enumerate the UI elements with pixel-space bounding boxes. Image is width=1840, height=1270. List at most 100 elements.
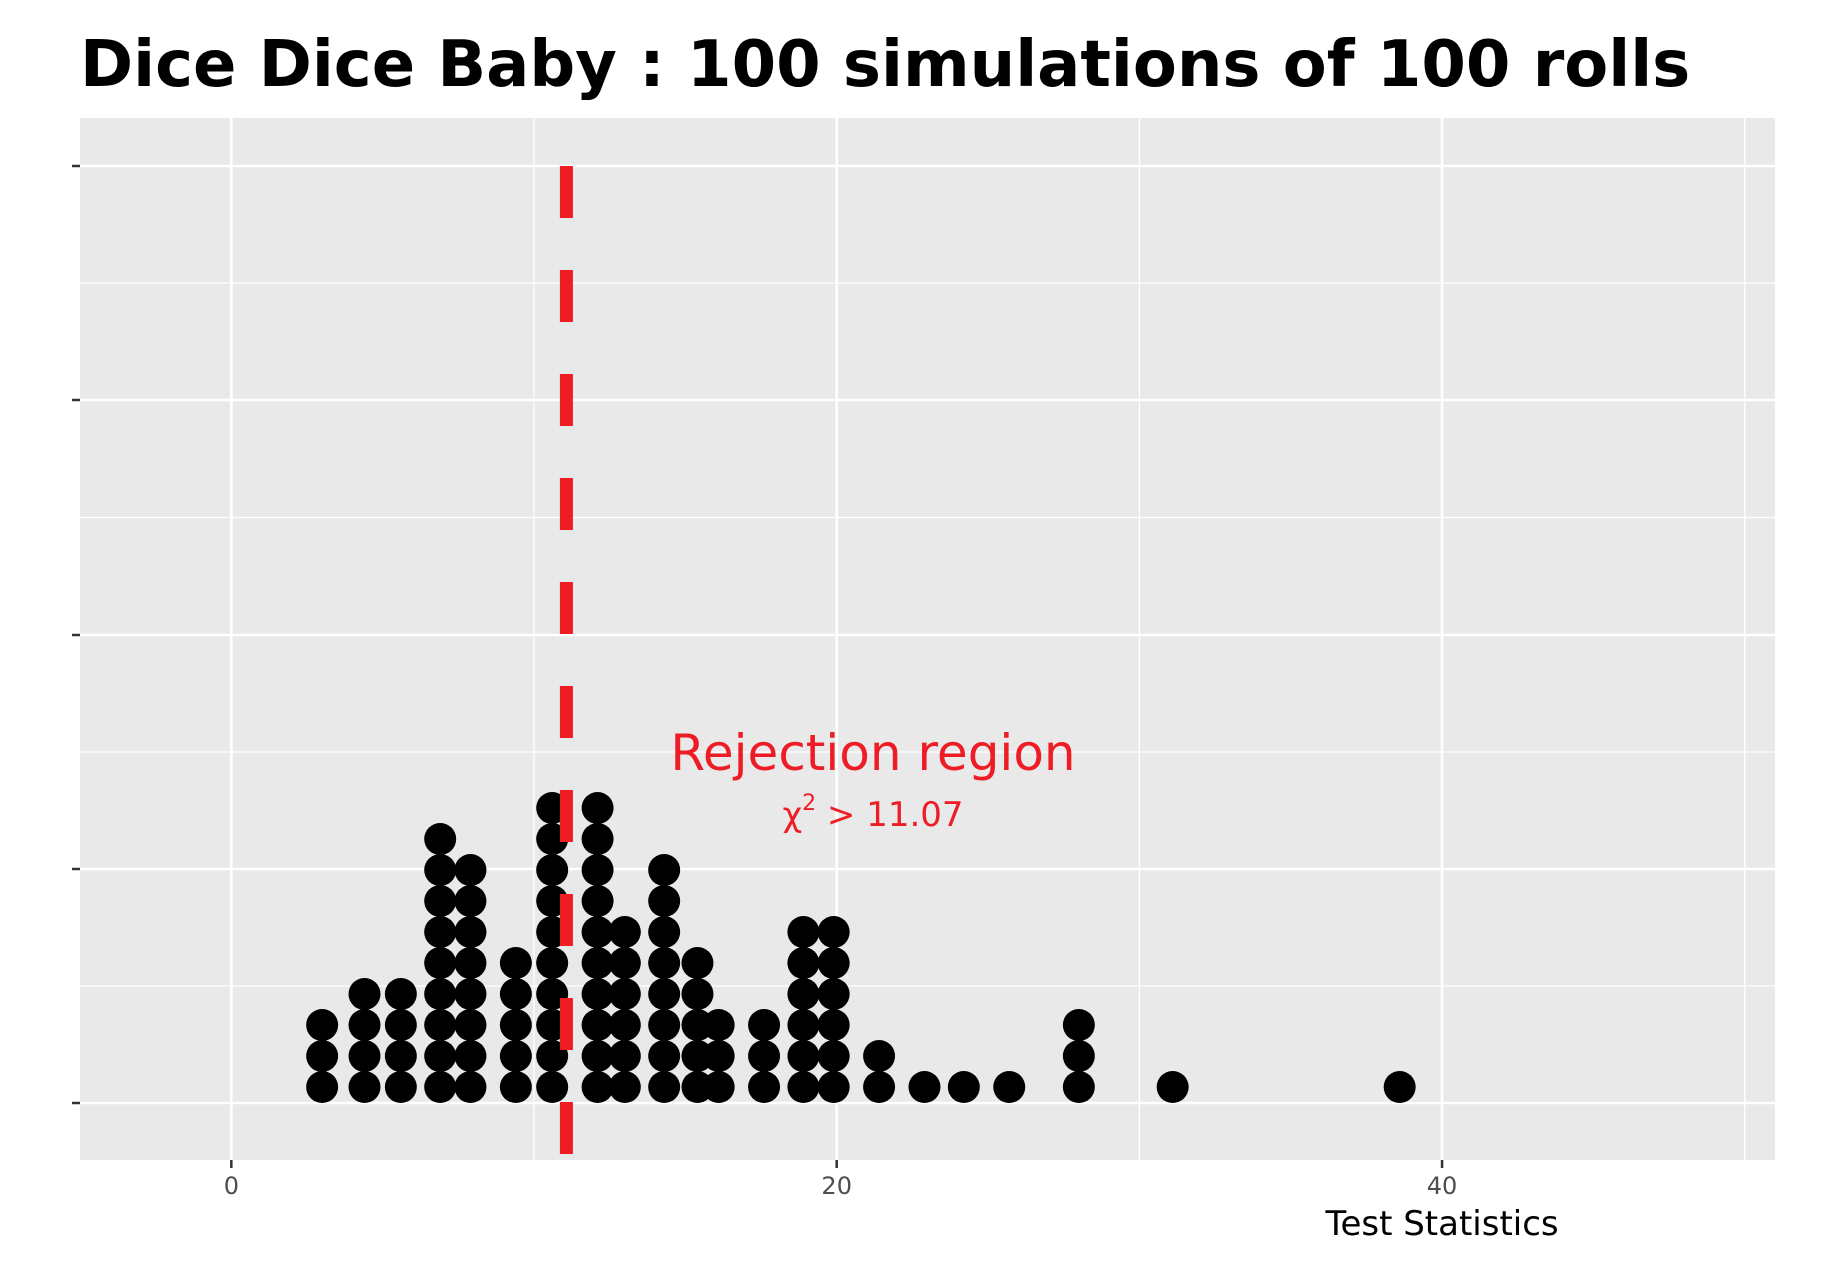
dot [702, 1040, 735, 1072]
rejection-region-formula: χ2 > 11.07 [782, 791, 963, 835]
dot [1383, 1071, 1416, 1103]
dot [993, 1071, 1026, 1103]
dot [499, 978, 532, 1010]
chart-title: Dice Dice Baby : 100 simulations of 100 … [80, 28, 1691, 102]
dot [648, 854, 681, 886]
dot [787, 1071, 820, 1103]
x-tick-label: 0 [224, 1172, 239, 1200]
dot [306, 1071, 339, 1103]
dot [863, 1071, 896, 1103]
dot [787, 1040, 820, 1072]
dot [499, 1040, 532, 1072]
dot [608, 947, 641, 979]
dot [787, 978, 820, 1010]
dot [702, 1071, 735, 1103]
dot [581, 792, 614, 824]
dot [306, 1009, 339, 1041]
dot [648, 916, 681, 948]
dot [454, 947, 487, 979]
plot-panel [80, 118, 1775, 1160]
dot [384, 978, 417, 1010]
dot [863, 1040, 896, 1072]
dot [1062, 1071, 1095, 1103]
dot [384, 1009, 417, 1041]
dot [817, 978, 850, 1010]
dot [424, 1040, 457, 1072]
dot [681, 978, 714, 1010]
dot [581, 885, 614, 917]
dot [424, 854, 457, 886]
dot [499, 1009, 532, 1041]
dot [424, 885, 457, 917]
dot [648, 1071, 681, 1103]
chi-exponent: 2 [802, 791, 816, 816]
dots [306, 792, 1416, 1103]
dot [648, 1009, 681, 1041]
dot [748, 1009, 781, 1041]
dot [454, 885, 487, 917]
dot [581, 1071, 614, 1103]
dot [608, 916, 641, 948]
dot [424, 947, 457, 979]
dot [454, 1071, 487, 1103]
dot [424, 1071, 457, 1103]
dot [787, 1009, 820, 1041]
dot [608, 1009, 641, 1041]
dot [454, 854, 487, 886]
dot [648, 1040, 681, 1072]
dot [424, 916, 457, 948]
dot [608, 1040, 641, 1072]
dot [454, 916, 487, 948]
dot [581, 978, 614, 1010]
formula-threshold: > 11.07 [816, 795, 963, 835]
dot [817, 1009, 850, 1041]
dot [787, 947, 820, 979]
dot [348, 1040, 381, 1072]
dot [424, 1009, 457, 1041]
x-axis-label: Test Statistics [1324, 1204, 1558, 1244]
dot [454, 1009, 487, 1041]
x-tick-label: 40 [1427, 1172, 1458, 1200]
dot [817, 1071, 850, 1103]
grid-lines [80, 118, 1775, 1160]
dot [581, 947, 614, 979]
dot [817, 1040, 850, 1072]
dot [648, 978, 681, 1010]
dot [424, 823, 457, 855]
dot [581, 854, 614, 886]
dot [348, 978, 381, 1010]
dot [384, 1040, 417, 1072]
x-axis: 0 20 40 [224, 1160, 1458, 1200]
dot [581, 1009, 614, 1041]
dot [499, 947, 532, 979]
dot [947, 1071, 980, 1103]
dot [748, 1040, 781, 1072]
dot [817, 947, 850, 979]
x-tick-label: 20 [821, 1172, 852, 1200]
dot [648, 885, 681, 917]
dot [348, 1071, 381, 1103]
dot [648, 947, 681, 979]
dot [424, 978, 457, 1010]
dot [1062, 1040, 1095, 1072]
dot [787, 916, 820, 948]
dot [536, 1071, 569, 1103]
dot [608, 1071, 641, 1103]
dot [454, 1040, 487, 1072]
dot [817, 916, 850, 948]
chi-symbol: χ [782, 795, 802, 835]
dot [306, 1040, 339, 1072]
dot [681, 947, 714, 979]
dot [608, 978, 641, 1010]
dot [536, 854, 569, 886]
dot [581, 916, 614, 948]
dot [702, 1009, 735, 1041]
dot [748, 1071, 781, 1103]
dot [1156, 1071, 1189, 1103]
dot [581, 1040, 614, 1072]
dot [536, 947, 569, 979]
dot [454, 978, 487, 1010]
dot [1062, 1009, 1095, 1041]
dot [384, 1071, 417, 1103]
